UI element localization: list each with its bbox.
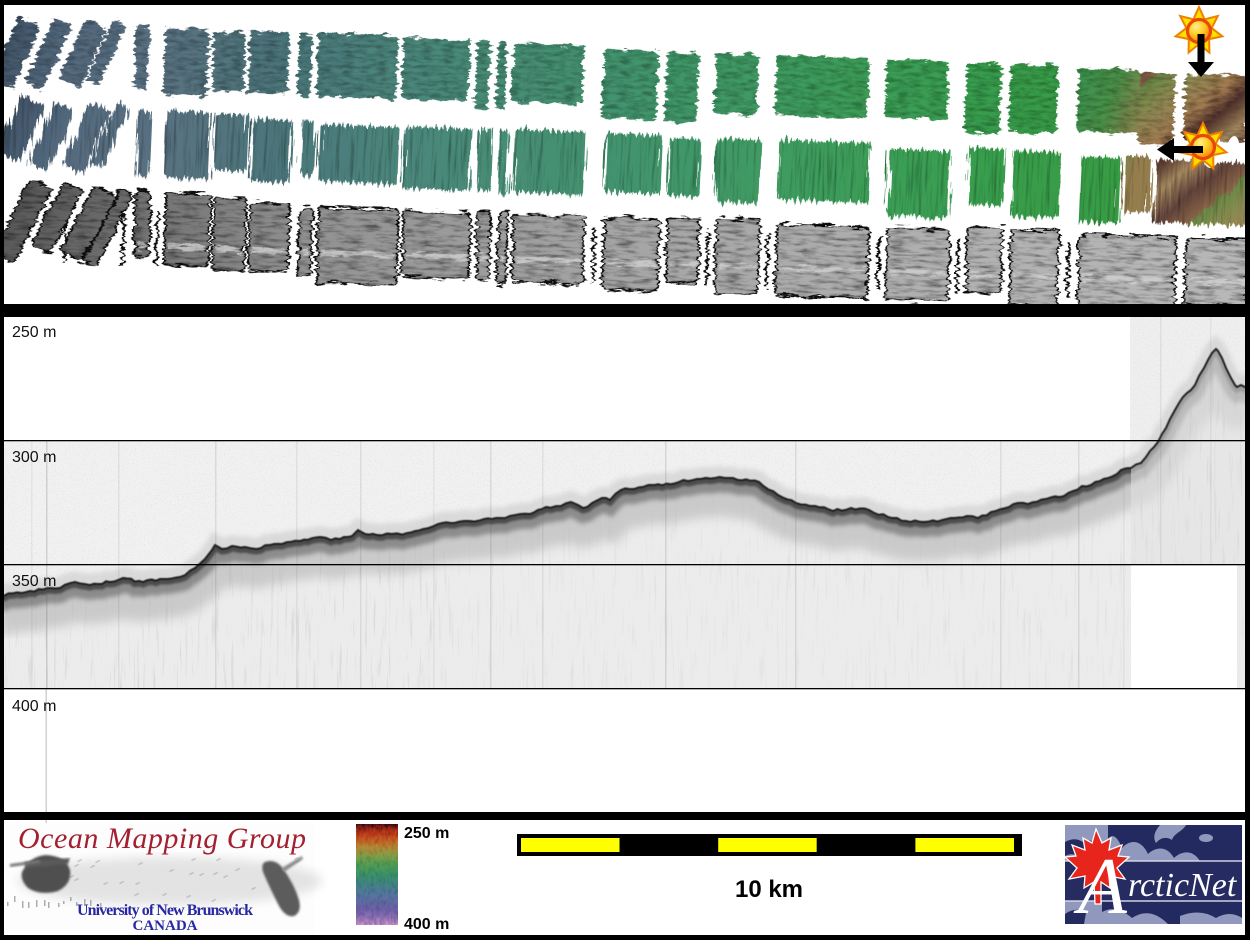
svg-text:250 m: 250 m	[404, 825, 449, 842]
svg-text:400 m: 400 m	[12, 698, 56, 715]
svg-text:400 m: 400 m	[404, 916, 449, 933]
svg-text:University of New Brunswick: University of New Brunswick	[77, 902, 253, 919]
svg-text:CANADA: CANADA	[133, 918, 198, 934]
svg-text:A: A	[1073, 843, 1128, 931]
svg-text:250 m: 250 m	[12, 324, 56, 341]
svg-text:300 m: 300 m	[12, 449, 56, 466]
svg-text:10 km: 10 km	[735, 876, 803, 903]
svg-text:rcticNet: rcticNet	[1128, 867, 1238, 904]
svg-text:Ocean Mapping Group: Ocean Mapping Group	[18, 822, 306, 855]
svg-text:350 m: 350 m	[12, 573, 56, 590]
